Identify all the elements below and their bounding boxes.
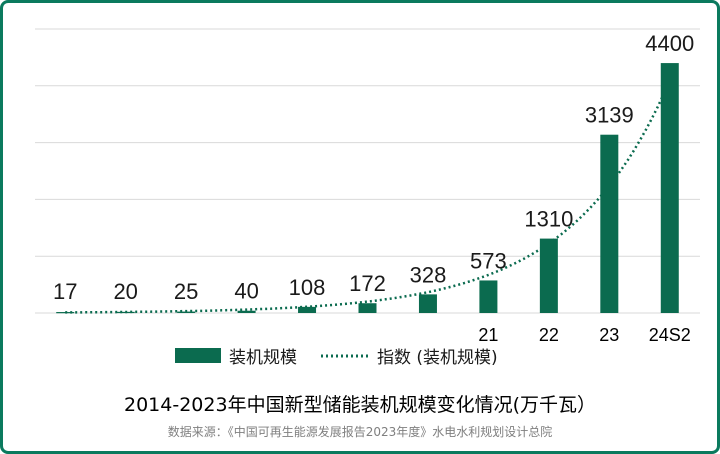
data-source: 数据来源：《中国可再生能源发展报告2023年度》水电水利规划设计总院: [167, 425, 553, 439]
bar: [56, 312, 75, 314]
data-label: 17: [53, 279, 77, 304]
trendline: [65, 79, 671, 314]
bar: [237, 310, 256, 313]
data-label: 328: [410, 262, 447, 287]
data-label: 1310: [524, 207, 573, 232]
bar: [600, 134, 619, 313]
bar: [660, 63, 679, 313]
x-tick-label: 24S2: [649, 325, 691, 345]
x-tick-label: 21: [478, 325, 498, 345]
bar: [539, 238, 558, 313]
x-tick-label: 23: [599, 325, 619, 345]
legend: 装机规模 指数 (装机规模): [175, 348, 498, 368]
chart-title: 2014-2023年中国新型储能装机规模变化情况(万千瓦）: [124, 394, 596, 416]
bar: [418, 294, 437, 313]
x-tick-label: 22: [539, 325, 559, 345]
data-label: 3139: [585, 103, 634, 128]
bar-chart: 17 20 25 40 108 172 328 573 1310 3139 4400 21 22 23 2…: [35, 28, 700, 368]
data-label: 40: [234, 279, 258, 304]
bar: [116, 311, 135, 314]
data-label: 108: [289, 275, 326, 300]
legend-trend-label: 指数 (装机规模): [377, 348, 498, 368]
data-label: 573: [470, 248, 507, 273]
bar: [358, 303, 377, 313]
data-label: 4400: [645, 31, 694, 56]
data-label: 172: [349, 271, 386, 296]
data-label: 20: [113, 279, 137, 304]
legend-bar-swatch: [175, 348, 221, 363]
data-label: 25: [174, 279, 198, 304]
bar: [479, 280, 498, 313]
bar: [177, 311, 196, 313]
bar: [298, 306, 317, 313]
legend-bar-label: 装机规模: [229, 348, 297, 368]
